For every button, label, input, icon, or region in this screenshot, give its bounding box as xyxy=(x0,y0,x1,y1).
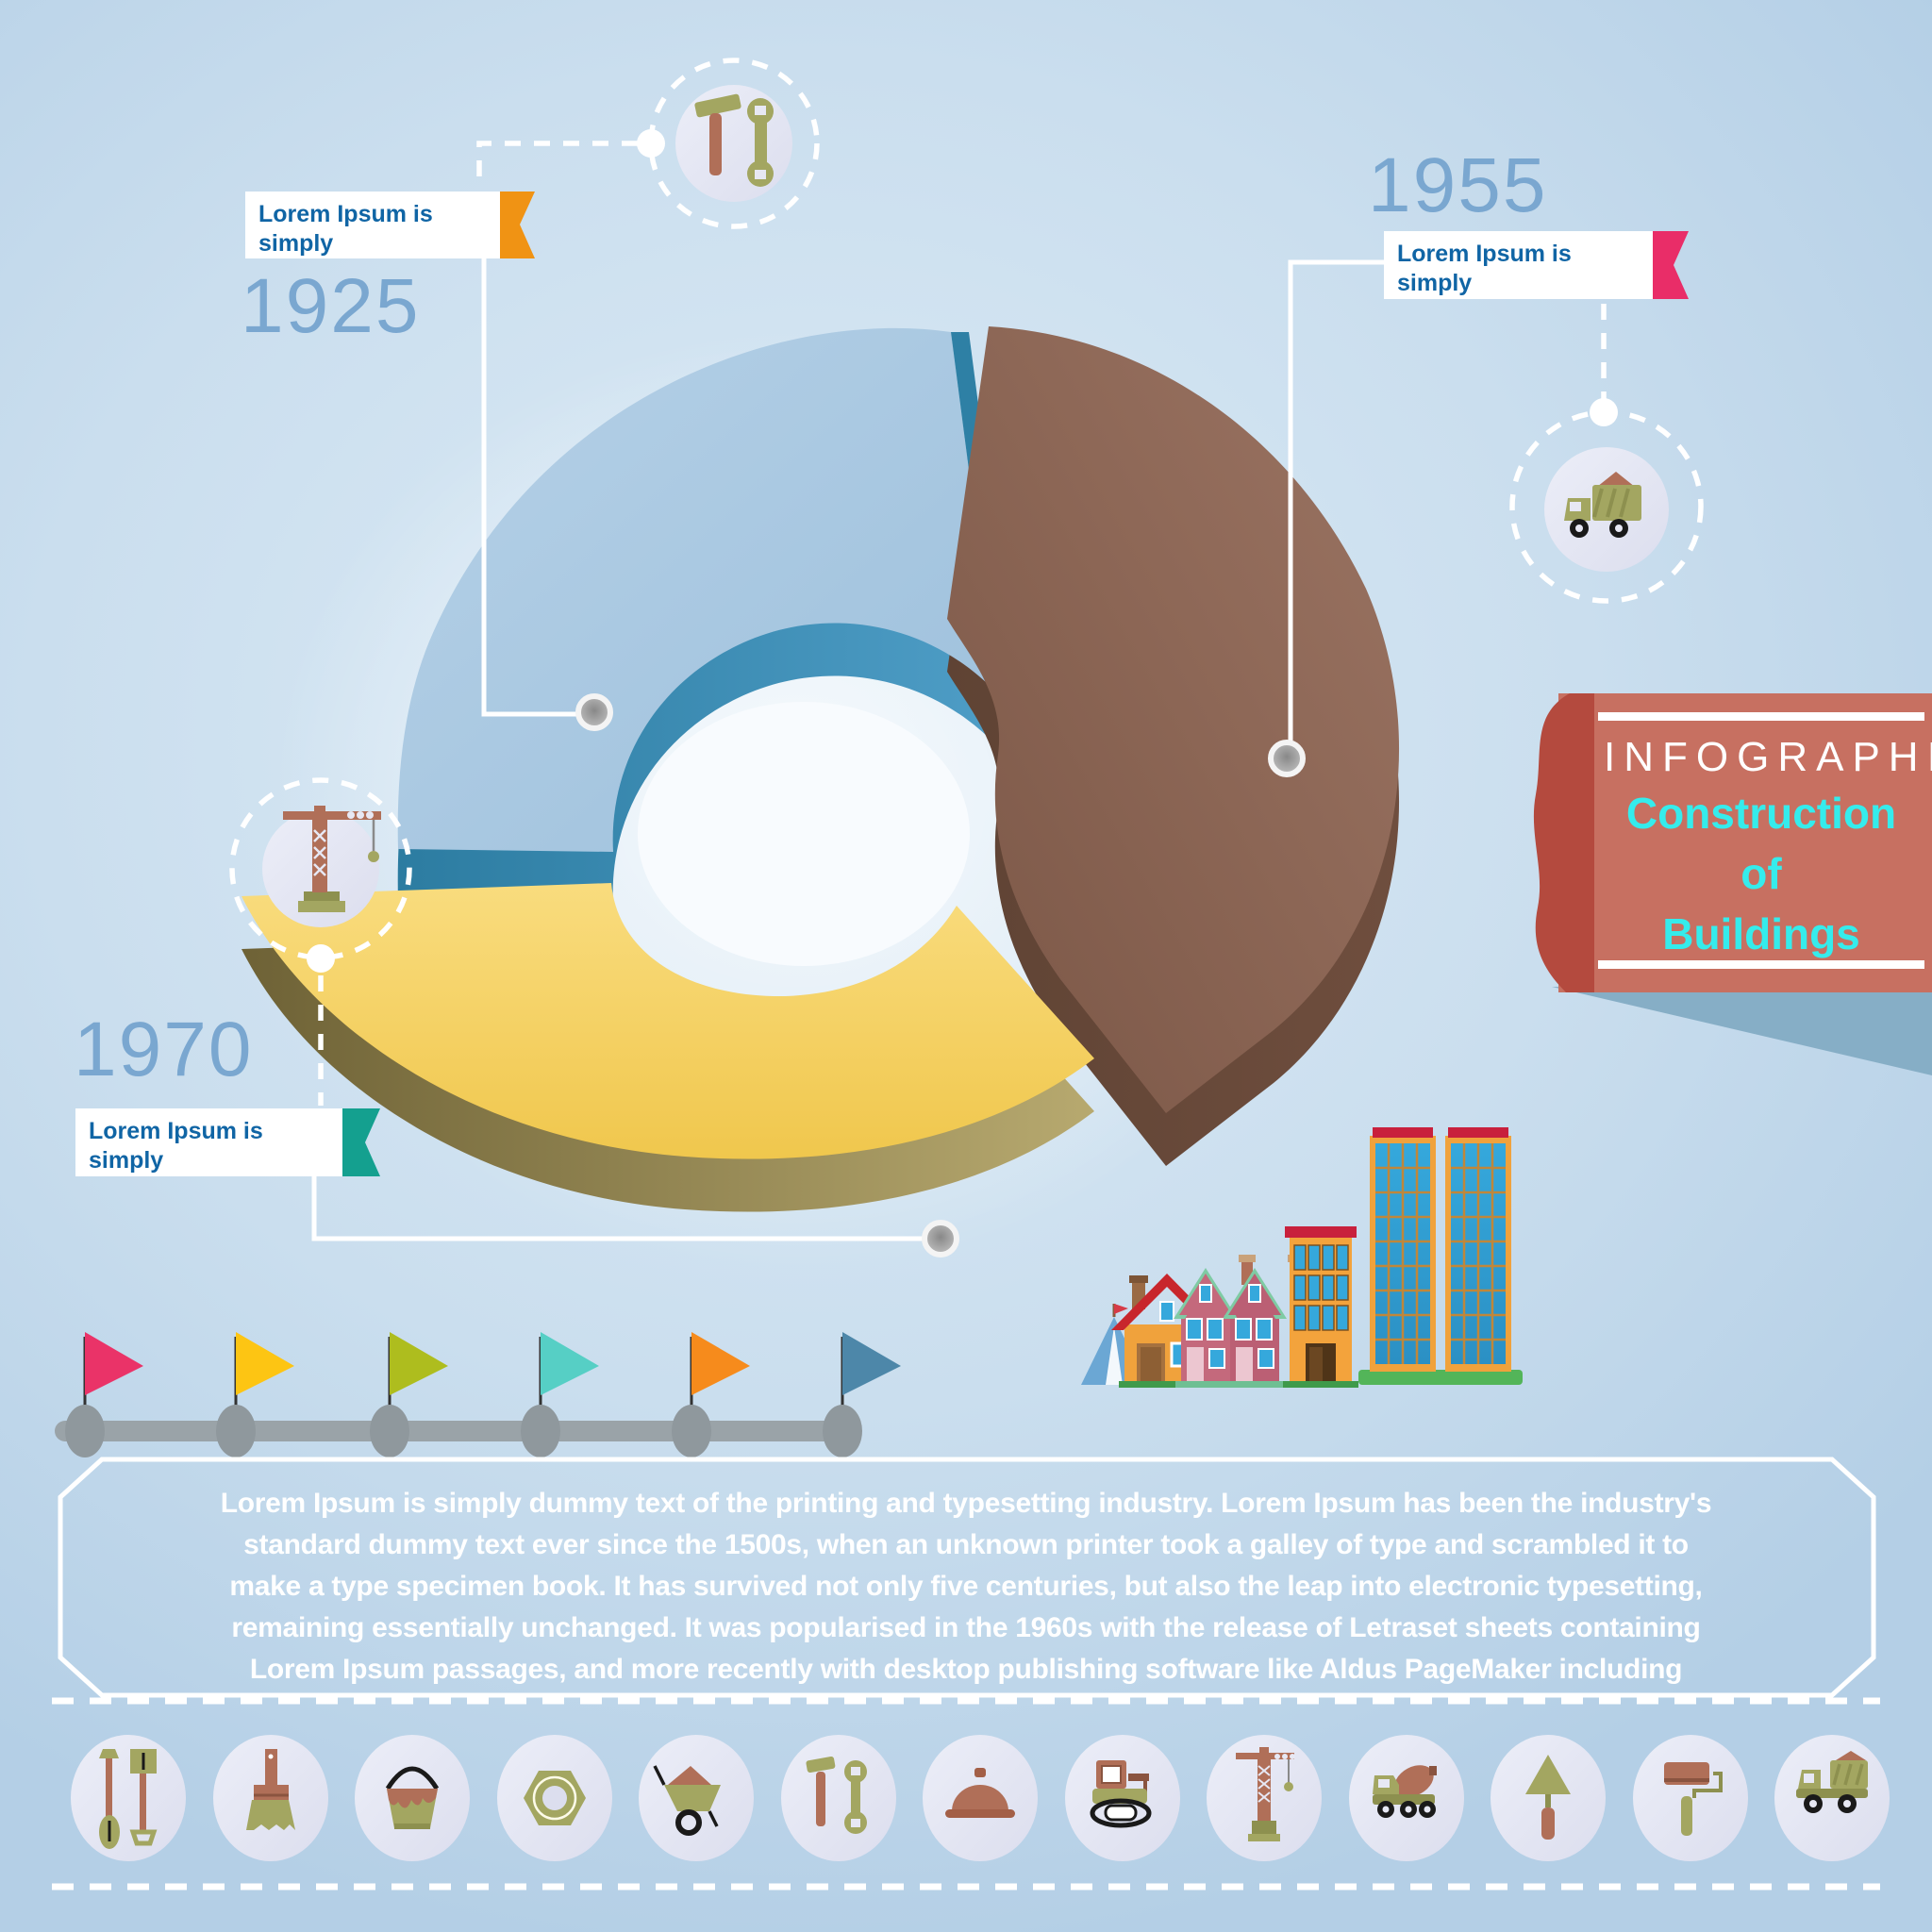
buildings-illustration xyxy=(1081,1127,1523,1388)
paint-brush-icon xyxy=(246,1749,295,1830)
flag-poles xyxy=(83,1337,844,1424)
page-title: Construction of Buildings xyxy=(1598,783,1924,964)
hammer-and-wrench-icon xyxy=(806,1756,867,1834)
flag-icon xyxy=(390,1332,448,1395)
cement-mixer-truck-icon xyxy=(1373,1765,1437,1818)
title-banner-body xyxy=(1558,693,1932,992)
connector-line-1970 xyxy=(311,1176,926,1241)
title-line2: of xyxy=(1740,849,1782,898)
tower-crane-row-icon xyxy=(1236,1747,1295,1841)
pie-chart xyxy=(242,326,1400,1274)
milestone-label-1925-line1: Lorem Ipsum is xyxy=(258,201,433,227)
pie-slice-1955[interactable] xyxy=(947,326,1400,1113)
milestone-banners xyxy=(75,192,1689,1176)
ring-dot-crane xyxy=(307,944,335,973)
dot-1925 xyxy=(575,693,613,731)
title-rule-top xyxy=(1598,712,1924,721)
banner-1955 xyxy=(1384,231,1653,299)
pie-slice-1925[interactable] xyxy=(397,327,998,852)
banner-1925 xyxy=(245,192,500,258)
timeline xyxy=(55,1332,901,1457)
title-banner-shadow xyxy=(1552,987,1932,1075)
title-rule-bottom xyxy=(1598,960,1924,969)
office-building xyxy=(1283,1226,1358,1388)
ring-dot-tools xyxy=(637,129,665,158)
paragraph-line: standard dummy text ever since the 1500s… xyxy=(243,1529,1689,1560)
title-line1: Construction xyxy=(1625,789,1897,838)
connector-line-1925 xyxy=(481,258,579,717)
safety-helmet-icon xyxy=(945,1768,1015,1818)
milestone-label-1925: Lorem Ipsum is simply xyxy=(258,200,494,258)
dashed-link-1925 xyxy=(476,141,638,189)
paragraph-line: Lorem Ipsum is simply dummy text of the … xyxy=(220,1488,1712,1519)
timeline-bar xyxy=(55,1421,857,1441)
bulldozer-icon xyxy=(1090,1760,1152,1828)
year-1925: 1925 xyxy=(241,263,421,349)
row-houses xyxy=(1174,1255,1305,1388)
connector-line-1955 xyxy=(1288,259,1384,745)
title-banner xyxy=(1533,693,1932,1075)
ring-dot-truck xyxy=(1590,398,1618,426)
year-1955: 1955 xyxy=(1368,142,1548,228)
dashed-ring-tools xyxy=(648,58,820,229)
separators xyxy=(52,1697,1880,1890)
ribbon-1925 xyxy=(500,192,535,258)
paragraph-line: Lorem Ipsum passages, and more recently … xyxy=(249,1654,1683,1685)
dump-truck-row-icon xyxy=(1796,1751,1868,1813)
dashed-ring-dots xyxy=(307,129,1618,973)
wheelbarrow-icon xyxy=(653,1765,721,1836)
hex-nut-icon xyxy=(524,1771,586,1825)
dump-truck-icon xyxy=(1544,447,1669,572)
ribbon-1955 xyxy=(1653,231,1689,299)
paragraph-line: make a type specimen book. It has surviv… xyxy=(229,1571,1703,1602)
paragraph-box-border xyxy=(58,1457,1876,1698)
flag-icon xyxy=(842,1332,901,1395)
ribbon-1970 xyxy=(342,1108,380,1176)
paint-roller-icon xyxy=(1664,1762,1723,1836)
dot-1970 xyxy=(922,1220,959,1257)
milestone-label-1925-line2: simply xyxy=(258,230,334,257)
milestone-label-1970-line1: Lorem Ipsum is xyxy=(89,1118,263,1144)
flag-icon xyxy=(236,1332,294,1395)
milestone-label-1955: Lorem Ipsum is simply xyxy=(1397,240,1642,298)
flag-icon xyxy=(85,1332,143,1395)
lorem-paragraph: Lorem Ipsum is simply dummy text of the … xyxy=(117,1483,1815,1690)
pie-hole xyxy=(638,702,970,966)
milestone-label-1955-line2: simply xyxy=(1397,270,1473,296)
shovel-and-spade-icon xyxy=(99,1749,158,1849)
flag-icon xyxy=(541,1332,599,1395)
banner-1970 xyxy=(75,1108,342,1176)
title-banner-fold xyxy=(1533,693,1594,992)
flag-icon xyxy=(691,1332,750,1395)
milestone-label-1970: Lorem Ipsum is simply xyxy=(89,1117,334,1175)
dot-1955 xyxy=(1268,740,1306,777)
year-1970: 1970 xyxy=(74,1007,254,1092)
paragraph-line: remaining essentially unchanged. It was … xyxy=(231,1612,1701,1643)
construction-icon-row xyxy=(71,1735,1890,1861)
connector-lines xyxy=(311,258,1384,1241)
connector-dots xyxy=(575,693,1306,1257)
twin-towers xyxy=(1358,1127,1523,1385)
pie-slice-1970[interactable] xyxy=(242,883,1094,1159)
hammer-wrench-icon xyxy=(675,85,792,202)
milestone-label-1955-line1: Lorem Ipsum is xyxy=(1397,241,1572,267)
timeline-nodes xyxy=(65,1405,862,1457)
dashed-ring-crane xyxy=(229,777,412,960)
tower-crane-icon xyxy=(262,806,381,927)
title-line3: Buildings xyxy=(1662,909,1860,958)
title-kicker: INFOGRAPHIC xyxy=(1604,734,1932,780)
milestone-label-1970-line2: simply xyxy=(89,1147,164,1174)
trowel-icon xyxy=(1525,1755,1571,1840)
paint-bucket-icon xyxy=(385,1766,440,1829)
